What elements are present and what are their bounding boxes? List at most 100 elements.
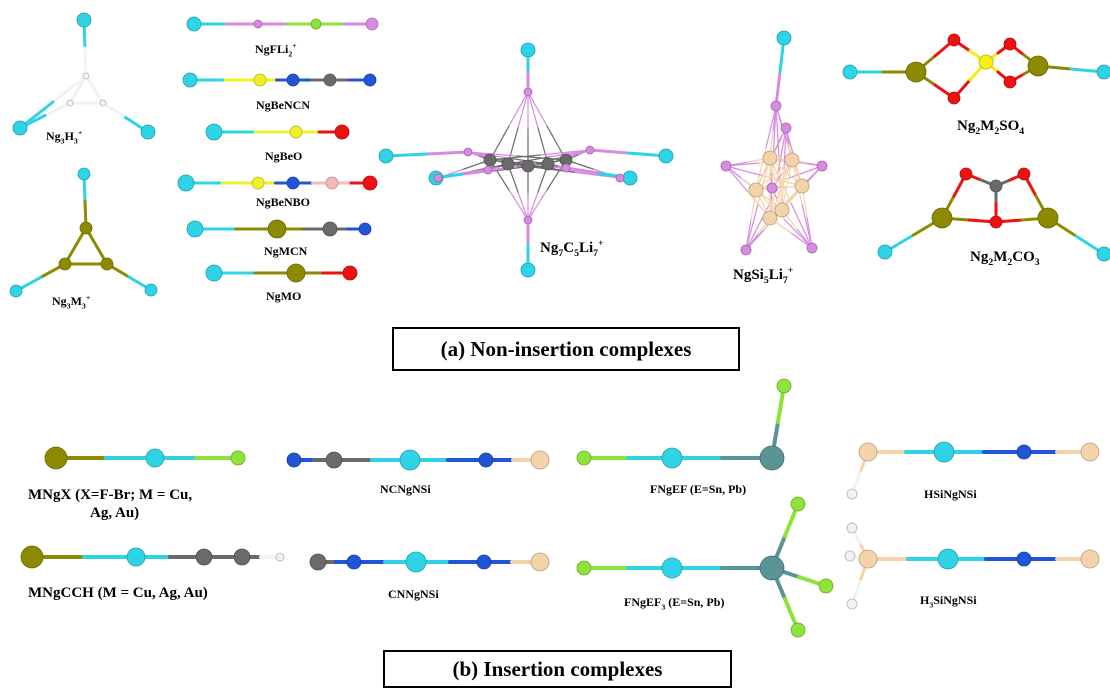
atom-m xyxy=(286,263,306,283)
label-ng7c5li7: Ng7C5Li7+ xyxy=(540,238,604,259)
atom-f xyxy=(310,18,322,30)
atom-o xyxy=(342,265,358,281)
atom-ng xyxy=(77,167,91,181)
atom-o xyxy=(947,91,961,105)
label-h3singnsi: H3SiNgNSi xyxy=(920,593,977,610)
atom-ng xyxy=(126,547,146,567)
label-mngx: MNgX (X=F-Br; M = Cu, Ag, Au) xyxy=(28,486,192,522)
label-hsingnsi: HSiNgNSi xyxy=(924,487,977,501)
atom-li xyxy=(780,122,792,134)
atom-n xyxy=(1016,444,1032,460)
bond xyxy=(775,105,780,159)
atom-li xyxy=(720,160,732,172)
label-cnngnsi: CNNgNSi xyxy=(388,587,439,601)
atom-o xyxy=(1003,75,1017,89)
bond xyxy=(527,191,539,221)
atom-c xyxy=(195,548,213,566)
bond xyxy=(508,189,529,221)
atom-n xyxy=(1016,551,1032,567)
atom-ng xyxy=(520,42,536,58)
atom-ng xyxy=(140,124,156,140)
atom-ng xyxy=(1096,246,1110,262)
atom-o xyxy=(959,167,973,181)
label-fngef: FNgEF (E=Sn, Pb) xyxy=(650,482,747,496)
label-ngsi5li7: NgSi5Li7+ xyxy=(733,265,794,286)
atom-m xyxy=(905,61,927,83)
atom-li xyxy=(806,242,818,254)
atom-ng xyxy=(378,148,394,164)
atom-n xyxy=(286,73,300,87)
atom-h xyxy=(82,72,90,80)
atom-o xyxy=(362,175,378,191)
atom-o xyxy=(989,215,1003,229)
label-ngbencn: NgBeNCN xyxy=(256,98,310,112)
bond xyxy=(467,151,518,157)
bond xyxy=(783,127,787,170)
atom-ng xyxy=(76,12,92,28)
atom-si xyxy=(762,210,778,226)
atom-c xyxy=(322,221,338,237)
label-fngef3: FNgEF3 (E=Sn, Pb) xyxy=(624,595,725,612)
atom-b xyxy=(325,176,339,190)
atom-h xyxy=(66,99,74,107)
bond xyxy=(527,91,539,129)
bond xyxy=(527,189,548,221)
label-ngfli2: NgFLi2+ xyxy=(255,41,297,59)
atom-s xyxy=(978,54,994,70)
label-ncngnsi: NCNgNSi xyxy=(380,482,431,496)
atom-h xyxy=(846,598,858,610)
atom-ng xyxy=(205,123,223,141)
atom-ng xyxy=(205,264,223,282)
atom-li xyxy=(561,163,571,173)
atom-li xyxy=(615,173,625,183)
bond xyxy=(790,202,813,249)
atom-n xyxy=(476,554,492,570)
label-ng3h3: Ng3H3+ xyxy=(46,128,83,146)
atom-ng xyxy=(9,284,23,298)
atom-ng xyxy=(622,170,638,186)
atom-ng xyxy=(520,262,536,278)
atom-h xyxy=(275,552,285,562)
atom-ng xyxy=(661,447,683,469)
atom-li xyxy=(253,19,263,29)
atom-si xyxy=(858,442,878,462)
atom-c xyxy=(483,153,497,167)
bond xyxy=(508,91,529,127)
bond xyxy=(517,191,529,221)
atom-si xyxy=(858,549,878,569)
atom-f xyxy=(790,496,806,512)
atom-c xyxy=(521,159,535,173)
atom-li xyxy=(523,87,533,97)
bond xyxy=(769,172,779,219)
label-mngx-line2: Ag, Au) xyxy=(90,505,140,521)
atom-ng xyxy=(405,551,427,573)
atom-c xyxy=(989,179,1003,193)
atom-li xyxy=(770,100,782,112)
atom-li xyxy=(365,17,379,31)
atom-m xyxy=(1037,207,1059,229)
label-ng2m2co3: Ng2M2CO3 xyxy=(970,249,1040,268)
bond xyxy=(725,162,760,167)
atom-ng xyxy=(145,448,165,468)
atom-si xyxy=(1080,549,1100,569)
bond xyxy=(774,70,782,108)
atom-be xyxy=(253,73,267,87)
atom-f xyxy=(790,622,806,638)
atom-layer xyxy=(9,12,1110,638)
atom-ng xyxy=(842,64,858,80)
atom-h xyxy=(846,522,858,534)
bond xyxy=(564,166,600,175)
atom-li xyxy=(816,160,828,172)
atom-ng xyxy=(186,220,204,238)
bond xyxy=(489,154,541,161)
atom-li xyxy=(585,145,595,155)
atom-li xyxy=(463,147,473,157)
atom-o xyxy=(947,33,961,47)
label-ngbenbo: NgBeNBO xyxy=(256,195,310,209)
atom-ng xyxy=(933,441,955,463)
atom-h xyxy=(846,488,858,500)
atom-m xyxy=(58,257,72,271)
bond xyxy=(425,150,470,156)
bond xyxy=(783,218,813,249)
